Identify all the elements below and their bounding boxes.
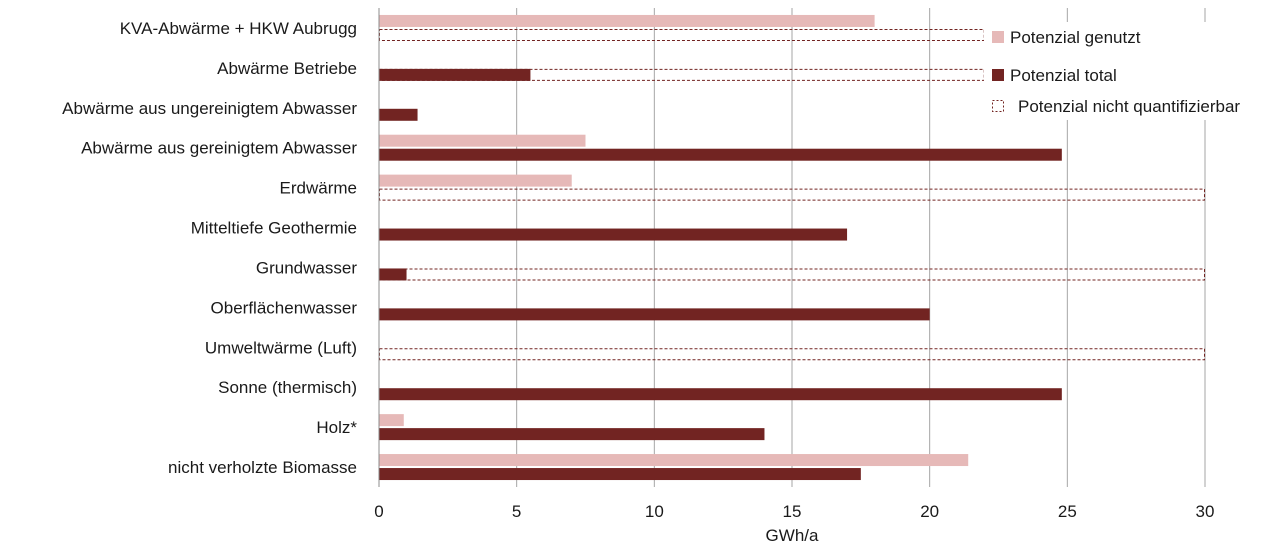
bar-potenzial-total (379, 468, 861, 481)
category-label: nicht verholzte Biomasse (168, 458, 357, 477)
legend-background (984, 22, 1274, 120)
bar-potenzial-total (379, 268, 407, 281)
category-label: Erdwärme (280, 179, 357, 198)
bar-potenzial-total (379, 108, 418, 121)
category-label: Holz* (316, 418, 357, 437)
category-label: Abwärme aus gereinigtem Abwasser (81, 139, 357, 158)
bar-potenzial-genutzt (379, 134, 586, 147)
legend: Potenzial genutzt Potenzial total Potenzia… (984, 22, 1274, 120)
bar-potenzial-total (379, 148, 1062, 161)
x-tick-label: 25 (1058, 502, 1077, 521)
x-tick-label: 0 (374, 502, 383, 521)
legend-label: Potenzial genutzt (1010, 28, 1141, 47)
legend-swatch-nicht-quantifizierbar (992, 100, 1004, 112)
legend-label: Potenzial total (1010, 66, 1117, 85)
category-label: KVA-Abwärme + HKW Aubrugg (120, 19, 357, 38)
category-label: Mitteltiefe Geothermie (191, 219, 357, 238)
bar-potenzial-total (379, 388, 1062, 401)
x-tick-labels: 0 5 10 15 20 25 30 (374, 502, 1214, 521)
bar-potenzial-genutzt (379, 14, 875, 27)
bars (379, 14, 1205, 481)
bar-potenzial-genutzt (379, 414, 404, 427)
x-tick-label: 15 (783, 502, 802, 521)
x-tick-label: 10 (645, 502, 664, 521)
bar-potenzial-genutzt (379, 174, 572, 187)
bar-potenzial-total (379, 68, 531, 81)
category-label: Abwärme Betriebe (217, 59, 357, 78)
category-label: Grundwasser (256, 258, 357, 277)
bar-potenzial-nicht-quantifizierbar (379, 28, 985, 41)
bar-potenzial-total (379, 228, 848, 241)
bar-potenzial-genutzt (379, 454, 969, 467)
category-label: Oberflächenwasser (211, 298, 358, 317)
category-labels: KVA-Abwärme + HKW Aubrugg Abwärme Betrieb… (62, 19, 357, 477)
legend-swatch-total (992, 69, 1004, 81)
category-label: Sonne (thermisch) (218, 378, 357, 397)
legend-swatch-genutzt (992, 31, 1004, 43)
x-tick-label: 20 (920, 502, 939, 521)
x-axis-title: GWh/a (766, 526, 819, 545)
category-label: Abwärme aus ungereinigtem Abwasser (62, 99, 357, 118)
x-tick-label: 30 (1196, 502, 1215, 521)
bar-potenzial-total (379, 428, 765, 441)
category-label: Umweltwärme (Luft) (205, 338, 357, 357)
bar-potenzial-total (379, 308, 930, 321)
x-tick-label: 5 (512, 502, 521, 521)
legend-label: Potenzial nicht quantifizierbar (1018, 97, 1240, 116)
